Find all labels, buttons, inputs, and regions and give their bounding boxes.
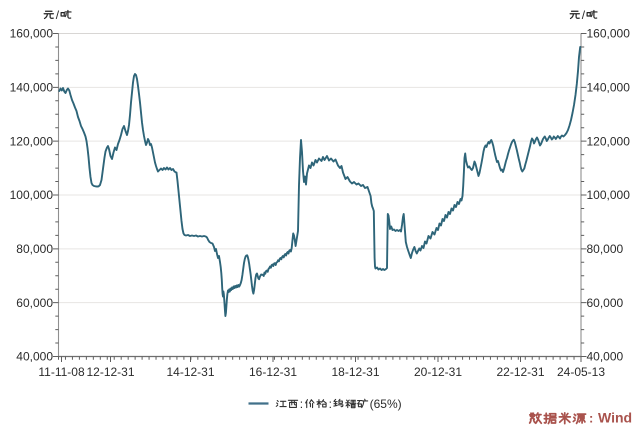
svg-text:20-12-31: 20-12-31 — [414, 365, 462, 379]
svg-text::: : — [329, 397, 332, 411]
svg-text:100,000: 100,000 — [10, 188, 54, 202]
svg-text:11-11-08: 11-11-08 — [38, 365, 85, 379]
svg-text:Wind: Wind — [598, 410, 632, 426]
svg-text:40,000: 40,000 — [587, 350, 624, 364]
svg-text:24-05-13: 24-05-13 — [557, 365, 605, 379]
svg-text:/: / — [56, 8, 60, 22]
svg-text:18-12-31: 18-12-31 — [331, 365, 379, 379]
svg-text:60,000: 60,000 — [16, 296, 53, 310]
svg-text:160,000: 160,000 — [10, 27, 54, 41]
svg-text:12-12-31: 12-12-31 — [86, 365, 134, 379]
svg-text:80,000: 80,000 — [16, 242, 53, 256]
svg-text:140,000: 140,000 — [587, 81, 631, 95]
svg-text:/: / — [582, 8, 586, 22]
svg-text:(65%): (65%) — [370, 397, 402, 411]
svg-text:100,000: 100,000 — [587, 188, 631, 202]
svg-text:14-12-31: 14-12-31 — [166, 365, 214, 379]
svg-text::: : — [589, 411, 593, 426]
svg-text:60,000: 60,000 — [587, 296, 624, 310]
svg-text:80,000: 80,000 — [587, 242, 624, 256]
svg-text:16-12-31: 16-12-31 — [249, 365, 297, 379]
svg-text::: : — [300, 397, 303, 411]
svg-text:140,000: 140,000 — [10, 81, 54, 95]
svg-text:120,000: 120,000 — [10, 134, 54, 148]
svg-text:120,000: 120,000 — [587, 134, 631, 148]
svg-text:22-12-31: 22-12-31 — [496, 365, 544, 379]
svg-text:160,000: 160,000 — [587, 27, 631, 41]
svg-text:40,000: 40,000 — [16, 350, 53, 364]
